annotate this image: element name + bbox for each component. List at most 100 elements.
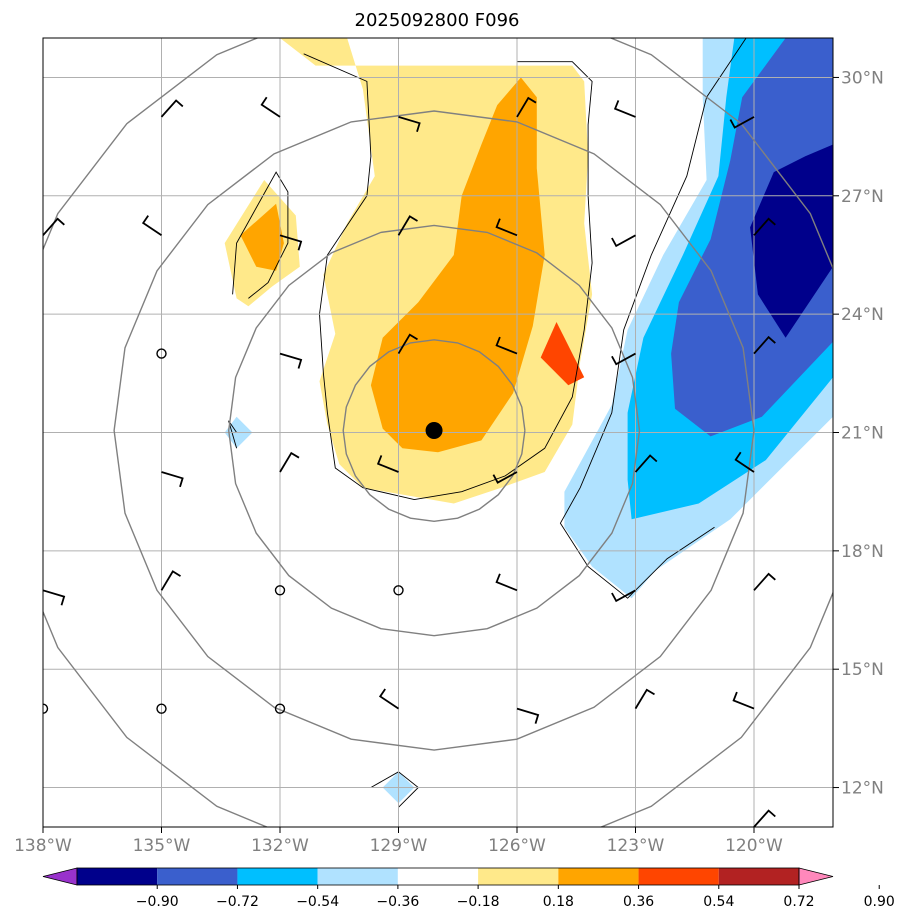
y-tick-label: 15°N bbox=[841, 660, 884, 680]
x-tick-label: 123°W bbox=[607, 836, 665, 856]
wind-barb bbox=[43, 589, 66, 606]
wind-barb bbox=[398, 116, 421, 133]
colorbar-bin bbox=[237, 868, 318, 885]
wind-barb bbox=[279, 234, 303, 251]
colorbar-bin bbox=[478, 868, 559, 885]
wind-barb bbox=[43, 470, 44, 472]
colorbar-tick-label: 0.90 bbox=[864, 894, 895, 910]
wind-barb bbox=[732, 691, 755, 710]
colorbar-tick-label: −0.54 bbox=[296, 894, 339, 910]
calm-wind-circle bbox=[274, 703, 286, 714]
wind-barb bbox=[160, 99, 184, 118]
colorbar-bin bbox=[77, 868, 158, 885]
x-axis-ticks: 138°W 135°W 132°W 129°W 126°W 123°W 120°W bbox=[14, 827, 783, 856]
wind-barb bbox=[378, 688, 399, 710]
range-ring bbox=[113, 110, 755, 751]
wind-barb bbox=[260, 96, 281, 118]
wind-barb bbox=[397, 333, 418, 355]
wind-barb bbox=[397, 215, 418, 236]
calm-wind-circle bbox=[156, 703, 167, 714]
wind-barb bbox=[611, 234, 636, 248]
contour-line bbox=[303, 53, 593, 501]
colorbar-bin bbox=[638, 868, 719, 885]
wind-barb bbox=[729, 116, 755, 129]
contour-line bbox=[228, 420, 238, 449]
colorbar-tick-label: 0.18 bbox=[543, 894, 574, 910]
colorbar-extend-high bbox=[798, 867, 834, 886]
wind-barb bbox=[634, 688, 655, 710]
wind-barb bbox=[495, 573, 518, 592]
y-tick-label: 24°N bbox=[841, 305, 884, 325]
colorbar-tick-label: 0.72 bbox=[783, 894, 814, 910]
wind-barb bbox=[611, 589, 636, 603]
wind-barb bbox=[160, 570, 181, 591]
colorbar-bin bbox=[397, 868, 479, 885]
wind-barb bbox=[753, 809, 776, 827]
wind-barb bbox=[279, 352, 303, 369]
wind-barb bbox=[376, 455, 399, 473]
x-tick-label: 135°W bbox=[133, 836, 191, 856]
calm-wind-circle bbox=[393, 585, 404, 596]
wind-barb bbox=[495, 336, 518, 355]
colorbar-frame bbox=[76, 867, 800, 886]
colorbar-bin bbox=[317, 868, 398, 885]
calm-wind-circle bbox=[43, 703, 49, 714]
wind-barb bbox=[611, 352, 636, 366]
y-tick-label: 21°N bbox=[841, 424, 884, 444]
y-tick-label: 18°N bbox=[841, 542, 884, 562]
colorbar-tick-label: −0.72 bbox=[216, 894, 259, 910]
plot-area bbox=[43, 38, 833, 827]
wind-barb bbox=[753, 572, 776, 591]
colorbar-tick-label: 0.54 bbox=[703, 894, 734, 910]
calm-wind-circle bbox=[156, 348, 167, 359]
filled-region bbox=[540, 322, 585, 386]
colorbar-bin bbox=[558, 868, 639, 885]
x-tick-label: 138°W bbox=[14, 836, 72, 856]
x-tick-label: 126°W bbox=[488, 836, 546, 856]
y-tick-label: 27°N bbox=[841, 187, 884, 207]
wind-barb bbox=[634, 454, 658, 473]
y-axis-ticks: 30°N 27°N 24°N 21°N 18°N 15°N 12°N bbox=[833, 68, 884, 799]
colorbar-extend-low bbox=[42, 867, 78, 886]
wind-barb bbox=[43, 116, 44, 118]
wind-barb bbox=[753, 335, 776, 355]
contour-line bbox=[370, 771, 419, 808]
x-tick-label: 132°W bbox=[251, 836, 309, 856]
wind-barb bbox=[279, 451, 300, 473]
wind-barb bbox=[161, 471, 184, 488]
filled-region bbox=[750, 144, 833, 338]
y-tick-label: 12°N bbox=[841, 779, 884, 799]
wind-barb bbox=[516, 707, 540, 724]
wind-barb bbox=[43, 217, 65, 236]
x-tick-label: 120°W bbox=[725, 836, 783, 856]
wind-barb bbox=[43, 352, 44, 354]
colorbar: −0.90 −0.72 −0.54 −0.36 −0.18 0.18 0.36 0.54 0.7… bbox=[42, 867, 895, 910]
colorbar-tick-label: 0.36 bbox=[623, 894, 654, 910]
colorbar-tick-label: −0.36 bbox=[376, 894, 419, 910]
wind-barb bbox=[734, 451, 755, 473]
colorbar-tick-label: −0.18 bbox=[457, 894, 500, 910]
wind-barbs bbox=[43, 96, 776, 827]
colorbar-bin bbox=[718, 868, 799, 885]
range-rings bbox=[43, 38, 833, 827]
calm-wind-circle bbox=[274, 585, 286, 596]
chart-title: 2025092800 F096 bbox=[355, 10, 520, 31]
range-ring bbox=[342, 339, 526, 523]
wind-barb bbox=[492, 471, 518, 484]
contour-line bbox=[232, 171, 289, 299]
filled-contours bbox=[224, 38, 833, 804]
y-tick-label: 30°N bbox=[841, 68, 884, 88]
wind-barb bbox=[495, 218, 518, 237]
colorbar-bin bbox=[157, 868, 238, 885]
wind-barb bbox=[516, 96, 537, 118]
range-ring bbox=[227, 224, 641, 637]
wind-barb bbox=[613, 100, 636, 118]
wind-barb bbox=[753, 217, 776, 236]
filled-region bbox=[240, 203, 284, 271]
range-ring bbox=[43, 38, 833, 827]
filled-region bbox=[370, 77, 545, 453]
x-tick-label: 129°W bbox=[370, 836, 428, 856]
colorbar-tick-label: −0.90 bbox=[136, 894, 179, 910]
storm-center-marker bbox=[425, 422, 443, 440]
